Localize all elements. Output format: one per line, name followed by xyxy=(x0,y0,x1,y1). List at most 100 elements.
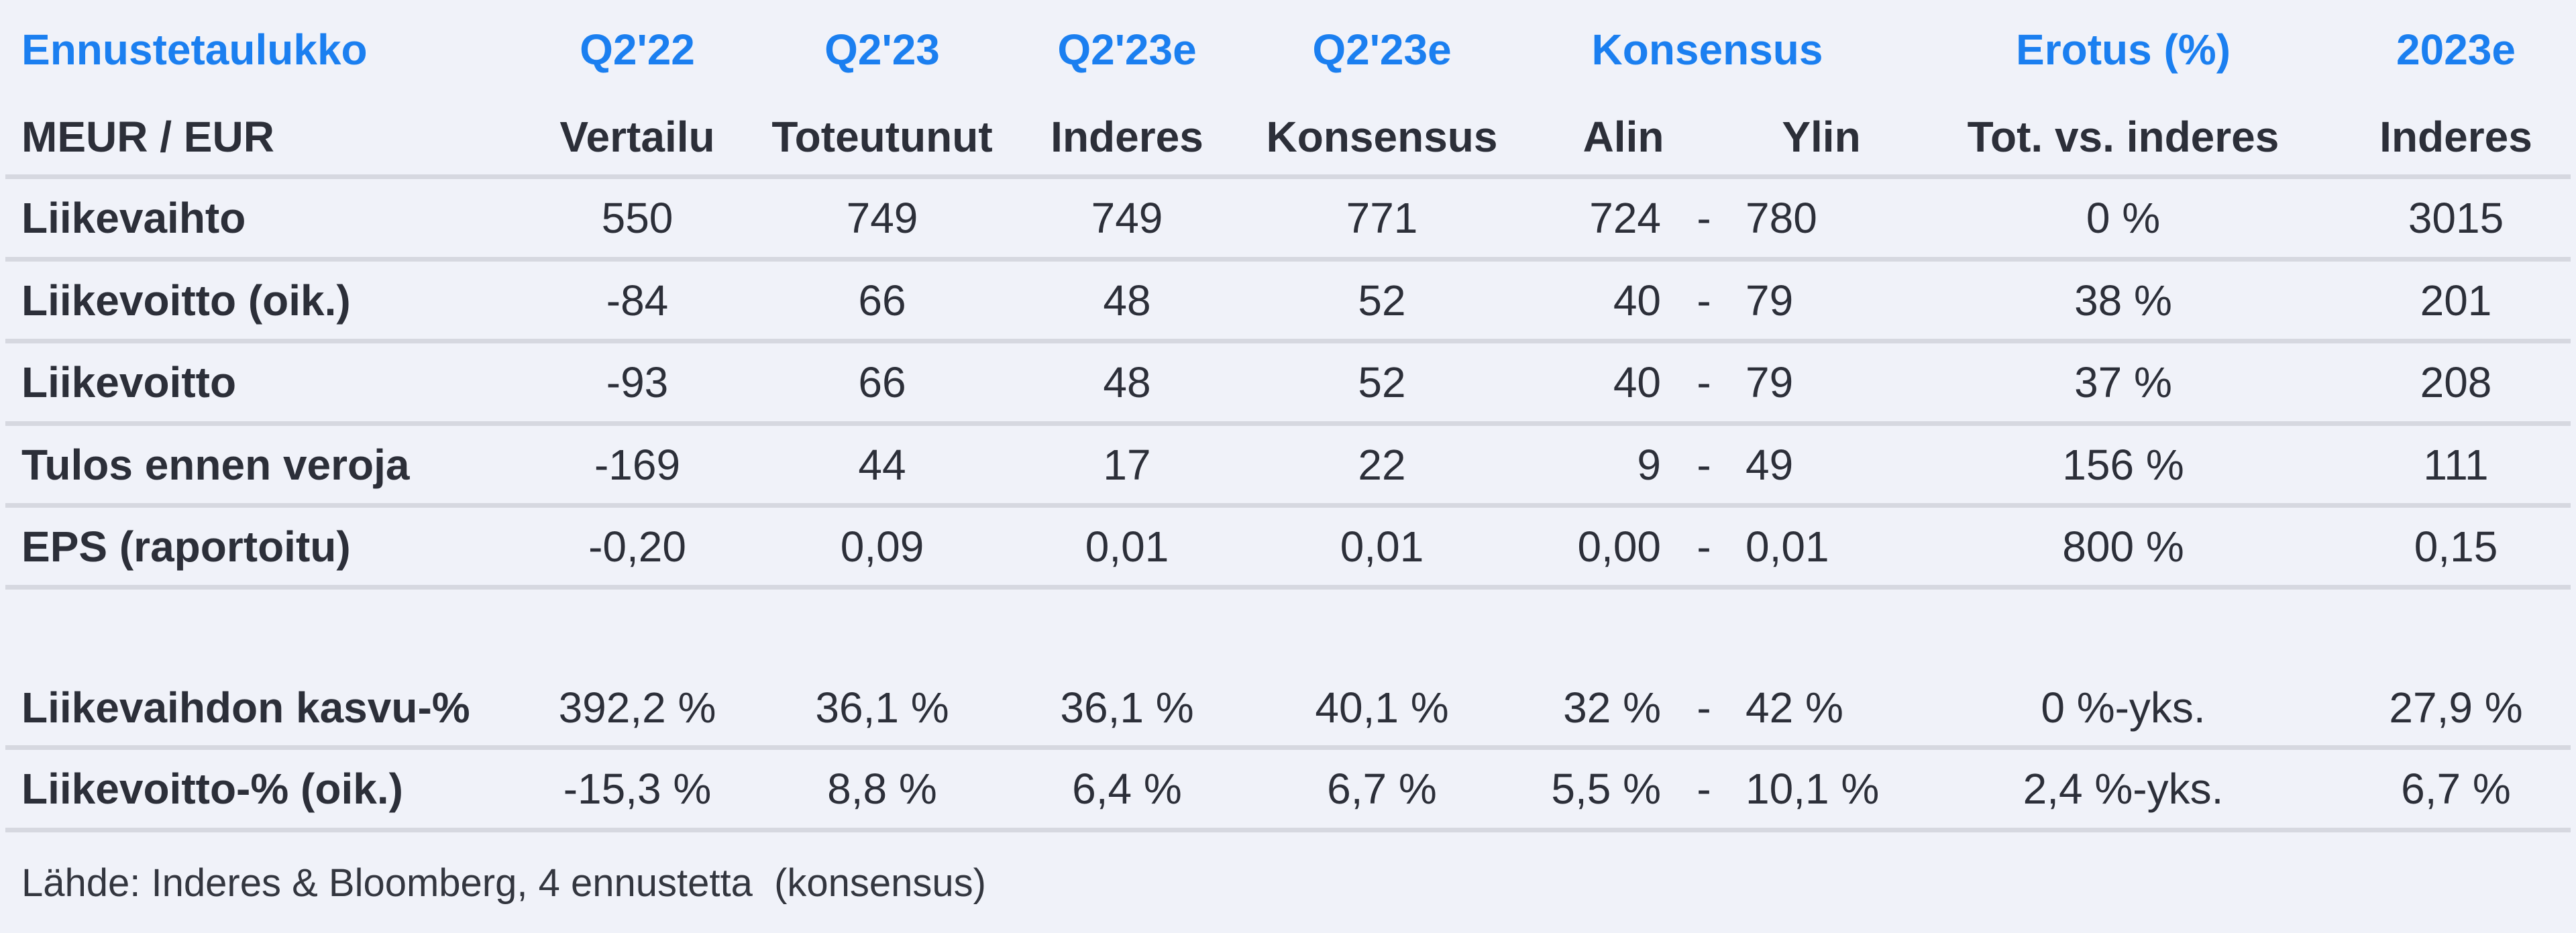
cell-row-label: Liikevaihto xyxy=(21,194,246,242)
cell-alin: 0,00 xyxy=(1577,522,1661,571)
cell-konsensus: 22 xyxy=(1358,440,1406,489)
cell-row-label: Liikevoitto (oik.) xyxy=(21,276,351,325)
cell-vertailu: -15,3 % xyxy=(563,765,712,813)
cell-toteutunut: 749 xyxy=(846,194,918,242)
col-header-toteutunut: Toteutunut xyxy=(771,113,993,161)
row-eps-raportoitu: EPS (raportoitu) -0,20 0,09 0,01 0,01 0,… xyxy=(5,503,2571,585)
cell-2023e: 208 xyxy=(2420,358,2492,406)
cell-2023e: 6,7 % xyxy=(2401,765,2511,813)
cell-2023e: 27,9 % xyxy=(2389,683,2523,732)
cell-row-label: EPS (raportoitu) xyxy=(21,522,351,571)
table-footer: Lähde: Inderes & Bloomberg, 4 ennustetta… xyxy=(5,828,2571,933)
table-title: Ennustetaulukko xyxy=(21,25,368,74)
row-liikevaihto: Liikevaihto 550 749 749 771 724 - 780 0 … xyxy=(5,174,2571,257)
cell-2023e: 201 xyxy=(2420,276,2492,325)
cell-inderes: 749 xyxy=(1091,194,1163,242)
range-dash: - xyxy=(1697,683,1711,732)
cell-alin: 32 % xyxy=(1563,683,1661,732)
cell-konsensus: 52 xyxy=(1358,276,1406,325)
cell-vertailu: 392,2 % xyxy=(558,683,716,732)
range-dash: - xyxy=(1697,522,1711,571)
cell-row-label: Liikevoitto xyxy=(21,358,237,406)
col-header-konsensus-sub: Konsensus xyxy=(1266,113,1498,161)
cell-erotus: 156 % xyxy=(2062,440,2184,489)
cell-ylin: 780 xyxy=(1746,194,1817,242)
cell-toteutunut: 66 xyxy=(858,276,906,325)
cell-ylin: 42 % xyxy=(1746,683,1843,732)
col-header-alin: Alin xyxy=(1582,113,1664,161)
cell-toteutunut: 44 xyxy=(858,440,906,489)
cell-erotus: 0 %-yks. xyxy=(2041,683,2206,732)
cell-inderes: 0,01 xyxy=(1085,522,1169,571)
cell-ylin: 49 xyxy=(1746,440,1794,489)
cell-erotus: 38 % xyxy=(2074,276,2172,325)
col-header-vertailu: Vertailu xyxy=(559,113,715,161)
col-header-tot-vs-inderes: Tot. vs. inderes xyxy=(1967,113,2279,161)
table-header-row-primary: Ennustetaulukko Q2'22 Q2'23 Q2'23e Q2'23… xyxy=(5,0,2571,99)
cell-row-label: Tulos ennen veroja xyxy=(21,440,410,489)
col-header-ylin: Ylin xyxy=(1782,113,1861,161)
cell-vertailu: -0,20 xyxy=(588,522,686,571)
col-header-q2-23: Q2'23 xyxy=(824,25,940,74)
row-liikevaihdon-kasvu: Liikevaihdon kasvu-% 392,2 % 36,1 % 36,1… xyxy=(5,670,2571,745)
cell-toteutunut: 8,8 % xyxy=(827,765,937,813)
cell-alin: 724 xyxy=(1589,194,1661,242)
forecast-table: Ennustetaulukko Q2'22 Q2'23 Q2'23e Q2'23… xyxy=(5,0,2571,933)
cell-vertailu: -93 xyxy=(606,358,669,406)
row-tulos-ennen-veroja: Tulos ennen veroja -169 44 17 22 9 - 49 … xyxy=(5,421,2571,503)
cell-vertailu: -169 xyxy=(594,440,681,489)
cell-row-label: Liikevaihdon kasvu-% xyxy=(21,683,470,732)
cell-konsensus: 0,01 xyxy=(1340,522,1424,571)
row-liikevoitto-oik: Liikevoitto (oik.) -84 66 48 52 40 - 79 … xyxy=(5,257,2571,339)
cell-konsensus: 771 xyxy=(1346,194,1418,242)
cell-erotus: 0 % xyxy=(2086,194,2161,242)
cell-row-label: Liikevoitto-% (oik.) xyxy=(21,765,403,813)
col-header-q2-22: Q2'22 xyxy=(580,25,695,74)
col-header-q2-23e-inderes: Q2'23e xyxy=(1057,25,1197,74)
cell-inderes: 6,4 % xyxy=(1072,765,1182,813)
cell-erotus: 37 % xyxy=(2074,358,2172,406)
col-header-inderes-2023e: Inderes xyxy=(2379,113,2532,161)
cell-2023e: 0,15 xyxy=(2414,522,2498,571)
cell-inderes: 48 xyxy=(1103,358,1151,406)
cell-inderes: 17 xyxy=(1103,440,1151,489)
cell-alin: 5,5 % xyxy=(1551,765,1661,813)
cell-toteutunut: 0,09 xyxy=(840,522,924,571)
cell-konsensus: 52 xyxy=(1358,358,1406,406)
cell-konsensus: 40,1 % xyxy=(1315,683,1449,732)
row-liikevoitto: Liikevoitto -93 66 48 52 40 - 79 37 % 20… xyxy=(5,339,2571,421)
table-header-row-secondary: MEUR / EUR Vertailu Toteutunut Inderes K… xyxy=(5,99,2571,174)
col-header-2023e: 2023e xyxy=(2396,25,2516,74)
cell-alin: 9 xyxy=(1637,440,1661,489)
cell-2023e: 3015 xyxy=(2408,194,2504,242)
cell-2023e: 111 xyxy=(2423,440,2489,489)
cell-vertailu: 550 xyxy=(601,194,674,242)
cell-ylin: 0,01 xyxy=(1746,522,1829,571)
cell-inderes: 36,1 % xyxy=(1060,683,1194,732)
col-header-inderes: Inderes xyxy=(1051,113,1203,161)
range-dash: - xyxy=(1697,765,1711,813)
cell-inderes: 48 xyxy=(1103,276,1151,325)
range-dash: - xyxy=(1697,440,1711,489)
spacer-row xyxy=(5,585,2571,670)
cell-vertailu: -84 xyxy=(606,276,669,325)
row-liikevoitto-pct-oik: Liikevoitto-% (oik.) -15,3 % 8,8 % 6,4 %… xyxy=(5,745,2571,828)
cell-toteutunut: 36,1 % xyxy=(815,683,949,732)
cell-ylin: 79 xyxy=(1746,358,1794,406)
col-header-konsensus: Konsensus xyxy=(1591,25,1823,74)
range-dash: - xyxy=(1697,358,1711,406)
cell-konsensus: 6,7 % xyxy=(1327,765,1437,813)
col-header-q2-23e-konsensus: Q2'23e xyxy=(1312,25,1452,74)
cell-erotus: 800 % xyxy=(2062,522,2184,571)
cell-alin: 40 xyxy=(1613,358,1661,406)
col-header-meur-eur: MEUR / EUR xyxy=(21,113,274,161)
range-dash: - xyxy=(1697,276,1711,325)
cell-erotus: 2,4 %-yks. xyxy=(2023,765,2224,813)
cell-ylin: 10,1 % xyxy=(1746,765,1880,813)
source-note: Lähde: Inderes & Bloomberg, 4 ennustetta… xyxy=(21,861,986,905)
cell-ylin: 79 xyxy=(1746,276,1794,325)
col-header-erotus: Erotus (%) xyxy=(2016,25,2231,74)
range-dash: - xyxy=(1697,194,1711,242)
cell-alin: 40 xyxy=(1613,276,1661,325)
cell-toteutunut: 66 xyxy=(858,358,906,406)
